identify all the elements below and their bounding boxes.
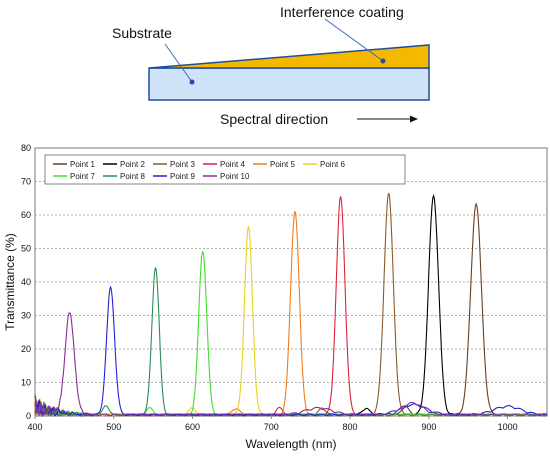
substrate-label: Substrate: [112, 25, 172, 41]
coating-label: Interference coating: [280, 4, 404, 20]
x-tick-label: 1000: [498, 422, 518, 432]
x-axis-title: Wavelength (nm): [246, 437, 337, 451]
legend-label: Point 4: [220, 160, 245, 169]
x-tick-label: 600: [185, 422, 200, 432]
legend-label: Point 8: [120, 172, 145, 181]
substrate-block: [148, 67, 430, 101]
series-line-10: [34, 312, 548, 417]
legend-label: Point 3: [170, 160, 195, 169]
series-line-1: [34, 202, 548, 417]
axis-ticks: 0 10 20 30 40 50 60 70 80 400 500 600 700 800 900 1000: [21, 143, 518, 432]
spectral-direction-label: Spectral direction: [220, 111, 328, 127]
x-tick-label: 800: [343, 422, 358, 432]
series-group: [34, 192, 548, 418]
x-tick-label: 900: [421, 422, 436, 432]
y-tick-label: 50: [21, 244, 31, 254]
coating-diagram: Interference coating Substrate Spectral …: [112, 4, 430, 127]
legend-label: Point 2: [120, 160, 145, 169]
legend-label: Point 1: [70, 160, 95, 169]
y-tick-label: 60: [21, 210, 31, 220]
legend-label: Point 10: [220, 172, 250, 181]
series-line-5: [34, 211, 548, 417]
x-tick-label: 400: [27, 422, 42, 432]
coating-leader-dot: [380, 58, 386, 64]
arrow-head-icon: [410, 115, 418, 123]
x-tick-label: 500: [106, 422, 121, 432]
y-tick-label: 80: [21, 143, 31, 153]
coating-wedge: [148, 44, 430, 69]
series-line-9: [34, 285, 548, 418]
y-tick-label: 0: [26, 411, 31, 421]
legend-label: Point 9: [170, 172, 195, 181]
x-tick-label: 700: [264, 422, 279, 432]
y-tick-label: 70: [21, 177, 31, 187]
y-tick-label: 30: [21, 311, 31, 321]
legend-label: Point 7: [70, 172, 95, 181]
y-tick-label: 20: [21, 344, 31, 354]
substrate-leader-line: [164, 43, 193, 83]
substrate-leader-dot: [189, 79, 195, 85]
legend: Point 1 Point 2 Point 3 Point 4 Point 5 Point…: [44, 154, 406, 185]
legend-label: Point 6: [320, 160, 345, 169]
series-line-6: [34, 226, 548, 417]
coating-leader-line: [324, 18, 384, 62]
y-tick-label: 40: [21, 277, 31, 287]
legend-label: Point 5: [270, 160, 295, 169]
legend-box: [44, 154, 406, 185]
y-tick-label: 10: [21, 378, 31, 388]
y-axis-title: Transmittance (%): [3, 233, 17, 331]
